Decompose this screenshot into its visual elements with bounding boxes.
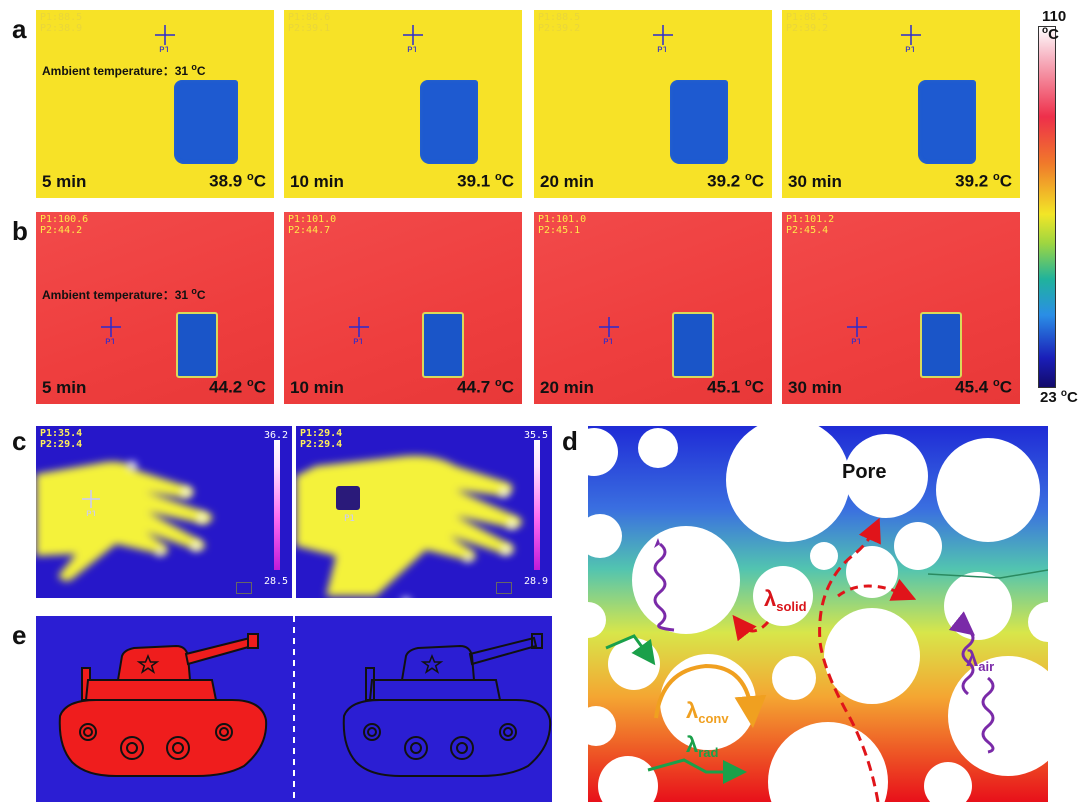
thermal-readout: P1:101.0 P2:44.7 — [288, 214, 337, 236]
hand-shape-bare — [36, 461, 213, 581]
porous-structure-diagram: Pore λsolid λair λconv λrad — [588, 426, 1048, 802]
sample-patch — [918, 80, 976, 164]
ambient-temperature-label: Ambient temperature：31 oC — [42, 62, 206, 78]
hand-1-readout: P1:35.4 P2:29.4 — [40, 428, 83, 450]
sample-patch — [672, 312, 714, 378]
p1-crosshair-icon: P1 — [901, 25, 921, 52]
temperature-colorbar — [1038, 26, 1056, 388]
sample-patch — [670, 80, 728, 164]
temperature-label: 39.1 oC — [457, 171, 514, 191]
hand-shape-covered — [296, 455, 523, 598]
row_b-image-2: P1:101.0 P2:44.7 P1 10 min 44.7 oC — [284, 212, 522, 404]
thermal-readout: P1:88.5 P2:38.9 — [40, 12, 83, 34]
row_a-image-2: P1:88.6 P2:39.1 P1 10 min 39.1 oC — [284, 10, 522, 198]
panel-label-e: e — [12, 620, 27, 650]
temperature-label: 45.1 oC — [707, 377, 764, 397]
svg-text:P1: P1 — [603, 338, 614, 344]
temperature-label: 44.2 oC — [209, 377, 266, 397]
hand-1-scale-max: 36.2 — [264, 430, 289, 441]
p1-crosshair-icon: P1 — [403, 25, 423, 52]
heat-transfer-diagram: Pore λsolid λair λconv λrad — [588, 426, 1048, 802]
p1-crosshair-icon: P1 — [653, 25, 673, 52]
hand-2-scale-max: 35.5 — [524, 430, 549, 441]
p1-crosshair-icon: P1 — [101, 317, 121, 344]
row_a-image-3: P1:88.5 P2:39.2 P1 20 min 39.2 oC — [534, 10, 772, 198]
tank-illustration — [58, 616, 552, 802]
panel-label-b: b — [12, 216, 28, 246]
panel-label-d: d — [562, 426, 578, 456]
temperature-label: 39.2 oC — [707, 171, 764, 191]
row_b-image-4: P1:101.2 P2:45.4 P1 30 min 45.4 oC — [782, 212, 1020, 404]
pore-label: Pore — [842, 461, 886, 483]
lambda-solid-label: λsolid — [764, 586, 807, 614]
hand-2-readout: P1:29.4 P2:29.4 — [300, 428, 343, 450]
time-label: 10 min — [290, 172, 344, 191]
row_a-image-4: P1:88.5 P2:39.2 P1 30 min 39.2 oC — [782, 10, 1020, 198]
p1-crosshair-icon: P1 — [155, 25, 175, 52]
time-label: 30 min — [788, 378, 842, 397]
time-label: 20 min — [540, 172, 594, 191]
p1-crosshair-icon: P1 — [349, 317, 369, 344]
p1-marker-label: P1 — [344, 514, 356, 524]
camera-logo-icon — [496, 582, 512, 594]
svg-text:P1: P1 — [353, 338, 364, 344]
thermal-readout: P1:88.5 P2:39.2 — [538, 12, 581, 34]
pore-circles — [588, 426, 1048, 802]
thermal-readout: P1:100.6 P2:44.2 — [40, 214, 89, 236]
lambda-air-label: λair — [966, 646, 994, 674]
sample-patch — [422, 312, 464, 378]
p1-crosshair-icon: P1 — [599, 317, 619, 344]
hand-1-scale-bar — [274, 440, 280, 570]
sample-patch — [420, 80, 478, 164]
tank-blue-icon — [342, 633, 552, 777]
lambda-conv-label: λconv — [686, 698, 729, 726]
hand-2-scale-min: 28.9 — [524, 576, 549, 587]
colorbar-max-label: 110 oC — [1042, 8, 1067, 43]
colorbar-min-label: 23 oC — [1040, 388, 1078, 406]
svg-text:P1: P1 — [851, 338, 862, 344]
p1-crosshair-icon: P1 — [847, 317, 867, 344]
svg-text:P1: P1 — [657, 46, 668, 52]
temperature-label: 39.2 oC — [955, 171, 1012, 191]
camera-logo-icon — [236, 582, 252, 594]
svg-text:P1: P1 — [105, 338, 116, 344]
sample-patch — [174, 80, 238, 164]
tank-red-icon — [58, 633, 268, 777]
row_b-image-3: P1:101.0 P2:45.1 P1 20 min 45.1 oC — [534, 212, 772, 404]
temperature-label: 44.7 oC — [457, 377, 514, 397]
time-label: 5 min — [42, 172, 87, 191]
thermal-readout: P1:88.5 P2:39.2 — [786, 12, 829, 34]
thermal-readout: P1:88.6 P2:39.1 — [288, 12, 331, 34]
panel-label-c: c — [12, 426, 27, 456]
temperature-label: 45.4 oC — [955, 377, 1012, 397]
hand-1-scale-min: 28.5 — [264, 576, 289, 587]
row_a-image-1: P1:88.5 P2:38.9 P1 Ambient temperature：31 … — [36, 10, 274, 198]
svg-text:P1: P1 — [407, 46, 418, 52]
svg-text:P1: P1 — [905, 46, 916, 52]
sample-patch — [176, 312, 218, 378]
hand-2-scale-bar — [534, 440, 540, 570]
hand-thermal-image-bare: P1:35.4 P2:29.4 P1 36.2 28.5 — [36, 426, 292, 598]
sample-patch — [920, 312, 962, 378]
thermal-readout: P1:101.0 P2:45.1 — [538, 214, 587, 236]
row_b-image-1: P1:100.6 P2:44.2 P1 Ambient temperature：31… — [36, 212, 274, 404]
time-label: 5 min — [42, 378, 87, 397]
time-label: 20 min — [540, 378, 594, 397]
time-label: 30 min — [788, 172, 842, 191]
time-label: 10 min — [290, 378, 344, 397]
svg-text:P1: P1 — [159, 46, 170, 52]
ambient-temperature-label: Ambient temperature：31 oC — [42, 286, 206, 302]
hand-thermal-image-covered: P1:29.4 P2:29.4 35.5 28.9 P1 — [296, 426, 552, 598]
lambda-rad-label: λrad — [686, 732, 719, 760]
temperature-label: 38.9 oC — [209, 171, 266, 191]
thermal-readout: P1:101.2 P2:45.4 — [786, 214, 835, 236]
svg-text:P1: P1 — [86, 510, 97, 516]
panel-label-a: a — [12, 14, 27, 44]
p1-crosshair-icon: P1 — [82, 490, 100, 516]
tank-camouflage-panel — [36, 616, 552, 802]
